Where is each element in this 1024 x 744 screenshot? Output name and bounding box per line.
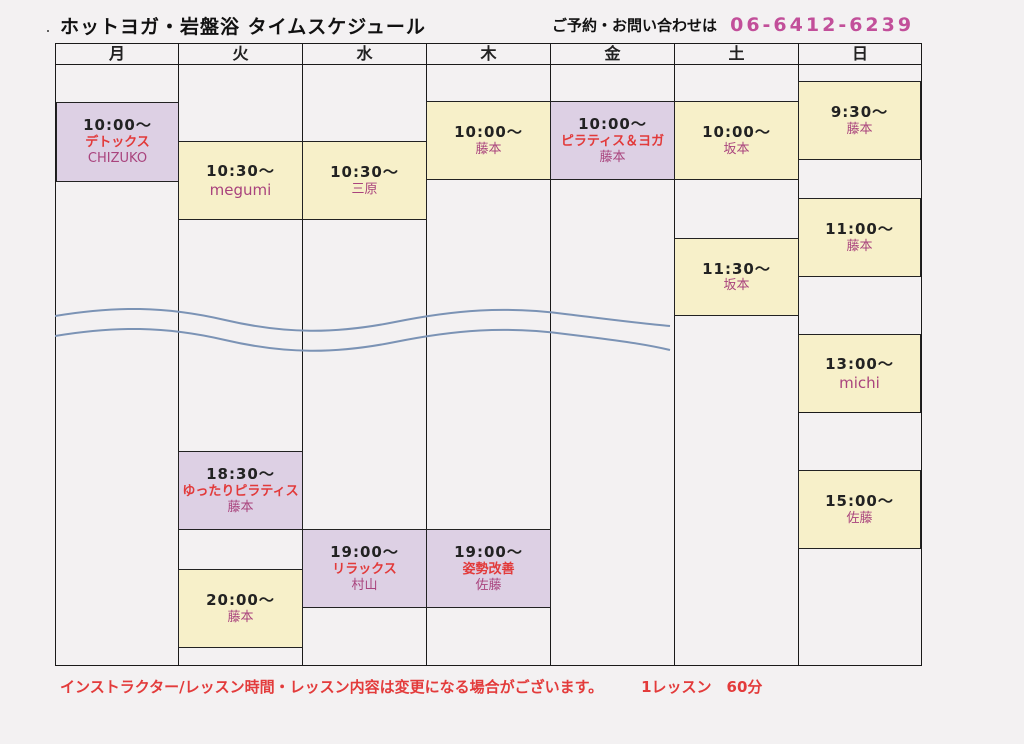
day-header-sun: 日 xyxy=(851,44,868,63)
phone-number[interactable]: 06-6412-6239 xyxy=(730,14,915,36)
day-header-thu: 木 xyxy=(480,44,497,63)
day-header-mon: 月 xyxy=(108,44,125,63)
contact-info: ご予約・お問い合わせは 06-6412-6239 xyxy=(552,14,914,40)
lesson-instructor: 佐藤 xyxy=(475,577,502,593)
lesson-time: 10:00～ xyxy=(83,116,152,135)
scan-dot xyxy=(47,30,49,32)
header-divider xyxy=(56,64,921,65)
lesson-instructor: 三原 xyxy=(351,181,378,197)
lesson-wed-1900[interactable]: 19:00～ リラックス 村山 xyxy=(302,529,427,608)
lesson-instructor: 藤本 xyxy=(846,238,873,254)
schedule-grid: 月 火 水 木 金 土 日 10:00～ デトックス CHIZUKO 10:30… xyxy=(55,43,922,666)
column-divider xyxy=(302,44,303,665)
lesson-time: 19:00～ xyxy=(454,542,523,561)
column-divider xyxy=(674,44,675,665)
lesson-instructor: 村山 xyxy=(351,577,378,593)
lesson-time: 11:30～ xyxy=(702,259,771,278)
row-line xyxy=(798,412,921,413)
day-header-fri: 金 xyxy=(604,44,621,63)
lesson-sun-1100[interactable]: 11:00～ 藤本 xyxy=(798,198,921,277)
lesson-time: 9:30～ xyxy=(830,103,889,121)
lesson-instructor: 坂本 xyxy=(723,278,750,294)
lesson-class: リラックス xyxy=(332,561,397,577)
lesson-sun-1300[interactable]: 13:00～ michi xyxy=(798,334,921,413)
lesson-mon-1000[interactable]: 10:00～ デトックス CHIZUKO xyxy=(56,102,179,182)
lesson-sat-1130[interactable]: 11:30～ 坂本 xyxy=(674,238,799,316)
lesson-instructor: CHIZUKO xyxy=(87,151,148,167)
footer-note: インストラクター/レッスン時間・レッスン内容は変更になる場合がございます。 1レッ… xyxy=(60,676,762,697)
lesson-instructor: 佐藤 xyxy=(846,510,873,526)
column-divider xyxy=(178,44,179,665)
lesson-duration: 1レッスン 60分 xyxy=(641,678,763,696)
day-header-tue: 火 xyxy=(232,44,249,63)
lesson-time: 13:00～ xyxy=(825,354,894,373)
page-title: ホットヨガ・岩盤浴 タイムスケジュール xyxy=(60,16,426,38)
lesson-sun-0930[interactable]: 9:30～ 藤本 xyxy=(798,81,921,160)
lesson-time: 10:00～ xyxy=(578,114,647,133)
lesson-time: 19:00～ xyxy=(330,542,399,561)
lesson-tue-1830[interactable]: 18:30～ ゆったりピラティス 藤本 xyxy=(178,451,303,530)
lesson-instructor: 坂本 xyxy=(723,141,750,157)
lesson-thu-1000[interactable]: 10:00～ 藤本 xyxy=(426,101,551,180)
lesson-time: 10:30～ xyxy=(206,161,275,180)
lesson-instructor: 藤本 xyxy=(227,499,254,515)
lesson-instructor: michi xyxy=(839,373,880,392)
column-divider xyxy=(426,44,427,665)
lesson-class: ゆったりピラティス xyxy=(182,483,299,499)
lesson-time: 18:30～ xyxy=(206,464,275,483)
lesson-sun-1500[interactable]: 15:00～ 佐藤 xyxy=(798,470,921,549)
lesson-time: 20:00～ xyxy=(206,591,275,609)
lesson-time: 15:00～ xyxy=(825,492,894,510)
lesson-time: 10:30～ xyxy=(330,163,399,181)
lesson-instructor: 藤本 xyxy=(846,121,873,137)
lesson-instructor: 藤本 xyxy=(475,141,502,157)
lesson-tue-2000[interactable]: 20:00～ 藤本 xyxy=(178,569,303,648)
lesson-class: 姿勢改善 xyxy=(462,561,515,577)
lesson-instructor: 藤本 xyxy=(227,609,254,625)
contact-label: ご予約・お問い合わせは xyxy=(552,16,718,35)
change-notice: インストラクター/レッスン時間・レッスン内容は変更になる場合がございます。 xyxy=(60,678,604,696)
lesson-thu-1900[interactable]: 19:00～ 姿勢改善 佐藤 xyxy=(426,529,551,608)
lesson-time: 10:00～ xyxy=(702,123,771,141)
lesson-tue-1030[interactable]: 10:30～ megumi xyxy=(178,141,303,220)
lesson-instructor: 藤本 xyxy=(599,149,626,165)
lesson-class: デトックス xyxy=(85,135,150,151)
lesson-class: ピラティス＆ヨガ xyxy=(560,133,665,149)
day-header-wed: 水 xyxy=(356,44,373,63)
lesson-instructor: megumi xyxy=(209,180,272,199)
column-divider xyxy=(550,44,551,665)
lesson-time: 10:00～ xyxy=(454,123,523,141)
day-header-sat: 土 xyxy=(728,44,745,63)
lesson-sat-1000[interactable]: 10:00～ 坂本 xyxy=(674,101,799,180)
lesson-time: 11:00～ xyxy=(825,220,894,238)
lesson-fri-1000[interactable]: 10:00～ ピラティス＆ヨガ 藤本 xyxy=(550,101,675,180)
lesson-wed-1030[interactable]: 10:30～ 三原 xyxy=(302,141,427,220)
time-break-wave xyxy=(55,307,671,352)
